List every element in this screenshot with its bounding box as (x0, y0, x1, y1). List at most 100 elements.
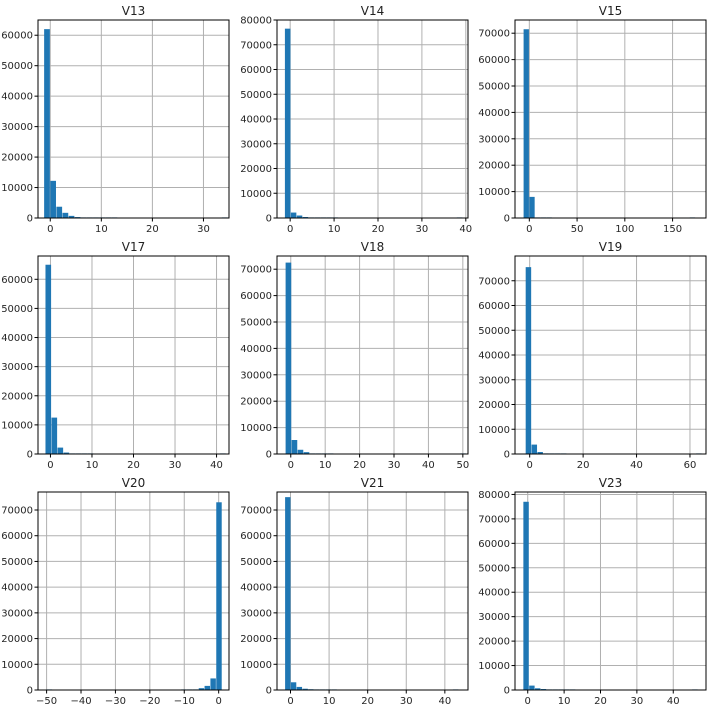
y-tick-label: 0 (504, 450, 510, 461)
x-tick-label: 30 (169, 460, 182, 471)
x-tick-label: 10 (558, 696, 571, 707)
x-tick-label: 40 (630, 460, 643, 471)
x-tick-label: 10 (319, 460, 332, 471)
histogram-bar (216, 502, 222, 690)
x-tick-label: 150 (663, 224, 682, 235)
x-tick-label: 60 (684, 460, 697, 471)
y-tick-label: 30000 (240, 370, 272, 381)
x-tick-label: 10 (86, 460, 99, 471)
y-tick-label: 60000 (240, 65, 272, 76)
y-tick-label: 60000 (240, 291, 272, 302)
y-tick-label: 0 (266, 450, 272, 461)
y-tick-label: 50000 (478, 563, 510, 574)
x-tick-label: 10 (95, 224, 108, 235)
histogram-bar (210, 678, 216, 690)
y-tick-label: 50000 (240, 90, 272, 101)
x-tick-label: 40 (667, 696, 680, 707)
x-tick-label: 20 (372, 224, 385, 235)
histogram-bar (296, 686, 303, 690)
subplot-v14: V14 0 10 20 30 40 0 10000 20000 30000 40000 50000 60… (240, 4, 472, 235)
y-tick-label: 0 (266, 214, 272, 225)
subplot-title: V18 (361, 240, 384, 254)
y-tick-label: 50000 (478, 82, 510, 93)
x-tick-label: 0 (526, 224, 532, 235)
y-tick-label: 50000 (240, 318, 272, 329)
subplot-v19: V19 0 20 40 60 0 10000 20000 30000 40000 50000 6000… (478, 240, 707, 471)
x-tick-label: 20 (361, 696, 374, 707)
histogram-bar (290, 682, 297, 690)
histogram-bar (537, 452, 543, 454)
y-tick-label: 0 (27, 686, 33, 697)
histogram-bar (45, 264, 52, 454)
histogram-bar (56, 206, 63, 218)
x-tick-label: 0 (215, 696, 221, 707)
y-tick-label: 30000 (240, 139, 272, 150)
y-tick-label: 40000 (478, 108, 510, 119)
y-tick-label: 70000 (240, 40, 272, 51)
x-tick-label: 30 (388, 460, 401, 471)
histogram-bar (290, 212, 297, 218)
y-tick-label: 60000 (478, 539, 510, 550)
histogram-bar (523, 29, 529, 218)
subplot-v23: V23 0 10 20 30 40 0 10000 20000 30000 40000 50000 60… (478, 476, 707, 707)
histogram-bar (525, 267, 532, 454)
histogram-bar (285, 262, 292, 454)
histogram-bar (68, 215, 75, 218)
y-tick-label: 30000 (1, 608, 33, 619)
y-tick-label: 0 (504, 686, 510, 697)
y-tick-label: 30000 (478, 612, 510, 623)
x-tick-label: 100 (615, 224, 634, 235)
y-tick-label: 10000 (240, 660, 272, 671)
histogram-bar (302, 688, 308, 690)
x-tick-label: 40 (459, 224, 472, 235)
subplot-v15: V15 0 50 100 150 0 10000 20000 30000 40000 50000 60… (478, 4, 707, 235)
histogram-bar (51, 417, 58, 454)
subplot-title: V14 (361, 4, 384, 18)
subplot-v13: V13 0 10 20 30 0 10000 20000 30000 40000 50000 6000… (1, 4, 230, 235)
histogram-bar (529, 196, 535, 218)
x-tick-label: 30 (631, 696, 644, 707)
y-tick-label: 10000 (1, 660, 33, 671)
y-tick-label: 80000 (240, 16, 272, 27)
y-tick-label: 70000 (478, 29, 510, 40)
y-tick-label: 20000 (240, 397, 272, 408)
subplot-title: V23 (599, 476, 622, 490)
y-tick-label: 60000 (1, 531, 33, 542)
x-tick-label: 20 (594, 696, 607, 707)
y-tick-label: 80000 (478, 490, 510, 501)
y-tick-label: 10000 (240, 423, 272, 434)
axes-frame (276, 491, 469, 691)
y-tick-label: 40000 (240, 115, 272, 126)
histogram-bar (44, 29, 50, 219)
x-tick-label: 20 (127, 460, 140, 471)
axes-frame (37, 19, 230, 219)
histogram-bar (303, 452, 310, 454)
y-tick-label: 60000 (1, 275, 33, 286)
histogram-bar (198, 688, 205, 690)
subplot-title: V21 (361, 476, 384, 490)
x-tick-label: −10 (174, 696, 195, 707)
y-tick-label: 30000 (1, 362, 33, 373)
histogram-bar (535, 688, 541, 690)
y-tick-label: 20000 (1, 634, 33, 645)
axes-frame (514, 19, 707, 219)
y-tick-label: 20000 (1, 391, 33, 402)
x-tick-label: 20 (353, 460, 366, 471)
x-tick-label: 30 (197, 224, 210, 235)
histogram-bar (50, 180, 56, 218)
x-tick-label: 0 (47, 224, 53, 235)
y-tick-label: 0 (504, 214, 510, 225)
y-tick-label: 70000 (240, 265, 272, 276)
y-tick-label: 50000 (1, 304, 33, 315)
x-tick-label: 0 (287, 696, 293, 707)
y-tick-label: 10000 (1, 183, 33, 194)
y-tick-label: 40000 (240, 344, 272, 355)
y-tick-label: 50000 (478, 326, 510, 337)
y-tick-label: 20000 (1, 153, 33, 164)
subplot-title: V19 (599, 240, 622, 254)
x-tick-label: 10 (328, 224, 341, 235)
y-tick-label: 40000 (240, 583, 272, 594)
x-tick-label: −30 (105, 696, 126, 707)
x-tick-label: 30 (400, 696, 413, 707)
